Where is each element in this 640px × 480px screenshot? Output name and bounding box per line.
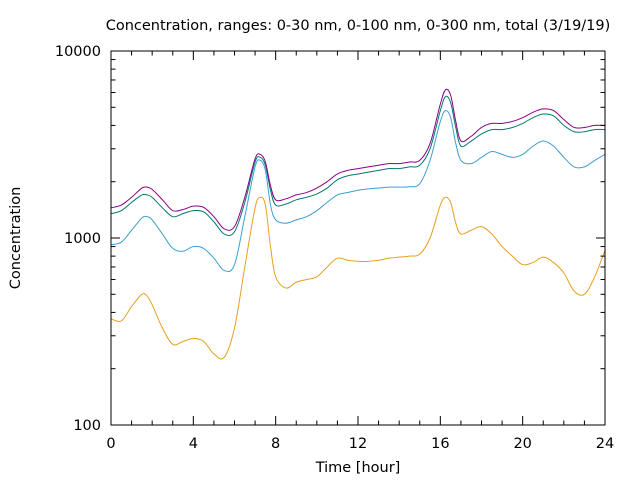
x-tick-label: 20 [513, 436, 531, 452]
plot-frame [110, 50, 606, 426]
series-line-2 [110, 110, 606, 273]
x-tick-label: 8 [271, 436, 280, 452]
x-tick-label: 0 [106, 436, 115, 452]
series-line-4 [110, 88, 606, 231]
series-layer [110, 88, 606, 360]
x-tick-label: 24 [596, 436, 614, 452]
y-axis-label: Concentration [8, 187, 24, 290]
series-line-1 [110, 196, 606, 360]
x-tick-label: 4 [189, 436, 198, 452]
y-tick-label: 10000 [55, 44, 101, 60]
ticks-layer: 0 4 8 12 16 20 24 100 1000 10000 [55, 44, 614, 452]
y-tick-label: 1000 [64, 231, 101, 247]
chart-title: Concentration, ranges: 0-30 nm, 0-100 nm… [106, 18, 611, 34]
x-axis-label: Time [hour] [315, 460, 401, 476]
series-line-3 [110, 95, 606, 236]
y-tick-label: 100 [73, 418, 101, 434]
x-tick-label: 12 [349, 436, 367, 452]
x-tick-label: 16 [431, 436, 449, 452]
